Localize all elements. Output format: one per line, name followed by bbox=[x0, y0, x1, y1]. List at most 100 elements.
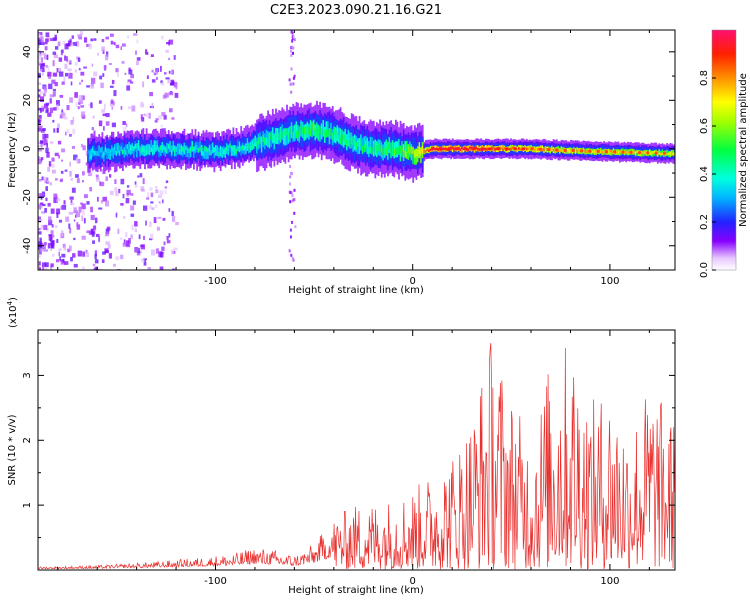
heatmap-cell bbox=[134, 247, 139, 253]
heatmap-cell bbox=[101, 259, 105, 263]
heatmap-cell bbox=[90, 154, 93, 160]
heatmap-cell bbox=[445, 147, 448, 151]
heatmap-cell bbox=[81, 203, 86, 210]
heatmap-cell bbox=[407, 145, 410, 153]
heatmap-cell bbox=[50, 266, 53, 270]
heatmap-cell bbox=[292, 131, 295, 139]
heatmap-cell bbox=[527, 147, 530, 150]
heatmap-cell bbox=[156, 76, 158, 80]
heatmap-cell bbox=[346, 139, 348, 147]
heatmap-cell bbox=[469, 146, 471, 150]
heatmap-cell bbox=[101, 39, 105, 43]
heatmap-cell bbox=[451, 146, 454, 150]
heatmap-cell bbox=[312, 123, 315, 131]
heatmap-cell bbox=[92, 147, 94, 153]
heatmap-cell bbox=[103, 65, 107, 70]
heatmap-cell bbox=[118, 188, 121, 194]
heatmap-cell bbox=[297, 129, 299, 138]
heatmap-cell bbox=[38, 145, 41, 148]
heatmap-cell bbox=[352, 137, 355, 145]
heatmap-cell bbox=[94, 254, 97, 259]
heatmap-cell bbox=[102, 196, 107, 202]
heatmap-cell bbox=[213, 147, 216, 159]
heatmap-cell bbox=[78, 68, 81, 71]
heatmap-cell bbox=[55, 104, 59, 111]
heatmap-cell bbox=[137, 175, 140, 178]
heatmap-cell bbox=[128, 149, 131, 154]
heatmap-cell bbox=[147, 267, 151, 270]
heatmap-cell bbox=[235, 148, 238, 154]
heatmap-cell bbox=[134, 226, 137, 232]
heatmap-cell bbox=[429, 148, 432, 152]
heatmap-cell bbox=[467, 148, 470, 151]
heatmap-cell bbox=[164, 72, 167, 75]
heatmap-cell bbox=[126, 146, 129, 157]
heatmap-cell bbox=[111, 146, 113, 152]
heatmap-cell bbox=[38, 60, 42, 64]
heatmap-cell bbox=[319, 126, 321, 135]
heatmap-cell bbox=[65, 216, 70, 222]
heatmap-cell bbox=[169, 108, 173, 113]
heatmap-cell bbox=[54, 34, 57, 40]
heatmap-cell bbox=[43, 176, 47, 182]
heatmap-cell bbox=[95, 177, 100, 182]
heatmap-cell bbox=[500, 147, 503, 150]
heatmap-cell bbox=[661, 152, 664, 156]
heatmap-cell bbox=[115, 212, 118, 218]
heatmap-cell bbox=[168, 70, 171, 74]
heatmap-cell bbox=[215, 145, 217, 156]
heatmap-cell bbox=[253, 143, 255, 149]
heatmap-cell bbox=[122, 149, 124, 155]
heatmap-cell bbox=[125, 231, 128, 238]
heatmap-cell bbox=[157, 194, 163, 199]
heatmap-cell bbox=[671, 153, 673, 156]
heatmap-cell bbox=[106, 226, 111, 231]
heatmap-cell bbox=[62, 40, 66, 45]
heatmap-cell bbox=[292, 76, 295, 80]
heatmap-cell bbox=[282, 132, 285, 140]
heatmap-cell bbox=[40, 60, 43, 66]
heatmap-cell bbox=[491, 147, 493, 150]
heatmap-cell bbox=[617, 150, 620, 154]
heatmap-cell bbox=[140, 189, 145, 192]
heatmap-cell bbox=[56, 212, 59, 218]
heatmap-cell bbox=[73, 237, 76, 241]
heatmap-cell bbox=[120, 106, 123, 110]
heatmap-cell bbox=[80, 31, 83, 36]
heatmap-cell bbox=[268, 134, 271, 142]
heatmap-cell bbox=[127, 79, 132, 82]
heatmap-cell bbox=[117, 146, 120, 152]
heatmap-cell bbox=[317, 124, 320, 141]
colorbar-tick-label: 0.6 bbox=[699, 118, 710, 134]
heatmap-cell bbox=[508, 147, 511, 151]
heatmap-cell bbox=[559, 148, 561, 152]
heatmap-cell bbox=[56, 239, 59, 243]
heatmap-cell bbox=[93, 38, 97, 41]
heatmap-cell bbox=[423, 150, 426, 153]
heatmap-cell bbox=[69, 97, 73, 103]
heatmap-cell bbox=[108, 253, 112, 259]
heatmap-cell bbox=[99, 181, 102, 186]
heatmap-cell bbox=[60, 178, 63, 182]
heatmap-peak bbox=[546, 147, 551, 152]
heatmap-cell bbox=[267, 131, 269, 148]
heatmap-cell bbox=[130, 205, 135, 211]
heatmap-cell bbox=[368, 146, 370, 155]
heatmap-cell bbox=[43, 54, 49, 60]
heatmap-cell bbox=[67, 68, 72, 72]
heatmap-cell bbox=[60, 260, 65, 265]
heatmap-cell bbox=[249, 145, 252, 151]
heatmap-cell bbox=[44, 46, 48, 51]
heatmap-cell bbox=[365, 140, 367, 149]
heatmap-cell bbox=[144, 146, 146, 152]
heatmap-cell bbox=[70, 200, 73, 205]
heatmap-cell bbox=[453, 147, 456, 151]
heatmap-cell bbox=[57, 140, 62, 145]
heatmap-cell bbox=[369, 136, 372, 153]
heatmap-cell bbox=[153, 129, 156, 132]
heatmap-cell bbox=[524, 146, 527, 150]
heatmap-cell bbox=[167, 144, 170, 149]
heatmap-cell bbox=[59, 94, 64, 98]
heatmap-cell bbox=[78, 36, 83, 40]
heatmap-cell bbox=[90, 169, 94, 174]
